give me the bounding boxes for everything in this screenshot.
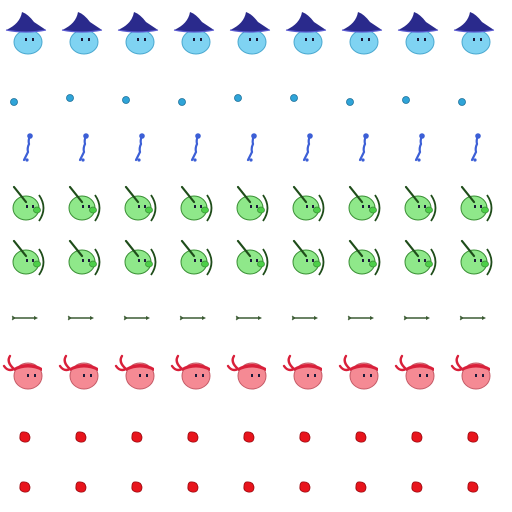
- blue-orb-projectile-icon: [234, 94, 242, 102]
- arrow-projectile-icon: [179, 315, 206, 321]
- wizard-slime-icon: [117, 12, 159, 55]
- wizard-slime-icon: [173, 12, 215, 55]
- wizard-slime-icon: [397, 12, 439, 55]
- red-fireball-icon: [467, 431, 479, 443]
- red-fireball-icon: [355, 431, 367, 443]
- red-fireball-icon: [355, 481, 367, 493]
- archer-slime-icon: [348, 185, 381, 222]
- archer-slime-icon: [292, 185, 325, 222]
- wizard-slime-icon: [5, 12, 47, 55]
- archer-slime-icon: [68, 239, 101, 276]
- arrow-projectile-icon: [67, 315, 94, 321]
- archer-slime-icon: [460, 239, 493, 276]
- bandana-slime-icon: [58, 354, 99, 390]
- red-fireball-icon: [187, 431, 199, 443]
- wizard-slime-icon: [285, 12, 327, 55]
- blue-orb-projectile-icon: [346, 98, 354, 106]
- archer-slime-icon: [236, 185, 269, 222]
- blue-orb-projectile-icon: [10, 98, 18, 106]
- blue-magic-bolt-icon: [190, 133, 201, 162]
- archer-slime-icon: [236, 239, 269, 276]
- blue-magic-bolt-icon: [134, 133, 145, 162]
- archer-slime-icon: [460, 185, 493, 222]
- arrow-projectile-icon: [347, 315, 374, 321]
- bandana-slime-icon: [226, 354, 267, 390]
- blue-magic-bolt-icon: [414, 133, 425, 162]
- bandana-slime-icon: [2, 354, 43, 390]
- blue-magic-bolt-icon: [358, 133, 369, 162]
- archer-slime-icon: [348, 239, 381, 276]
- red-fireball-icon: [187, 481, 199, 493]
- archer-slime-icon: [292, 239, 325, 276]
- archer-slime-icon: [124, 185, 157, 222]
- bandana-slime-icon: [114, 354, 155, 390]
- wizard-slime-icon: [229, 12, 271, 55]
- red-fireball-icon: [299, 481, 311, 493]
- archer-slime-icon: [12, 239, 45, 276]
- archer-slime-icon: [68, 185, 101, 222]
- arrow-projectile-icon: [235, 315, 262, 321]
- blue-magic-bolt-icon: [78, 133, 89, 162]
- bandana-slime-icon: [450, 354, 491, 390]
- bandana-slime-icon: [282, 354, 323, 390]
- red-fireball-icon: [411, 431, 423, 443]
- archer-slime-icon: [180, 239, 213, 276]
- red-fireball-icon: [299, 431, 311, 443]
- blue-orb-projectile-icon: [122, 96, 130, 104]
- bandana-slime-icon: [338, 354, 379, 390]
- red-fireball-icon: [243, 431, 255, 443]
- blue-magic-bolt-icon: [246, 133, 257, 162]
- archer-slime-icon: [404, 185, 437, 222]
- blue-magic-bolt-icon: [22, 133, 33, 162]
- archer-slime-icon: [180, 185, 213, 222]
- red-fireball-icon: [411, 481, 423, 493]
- blue-orb-projectile-icon: [290, 94, 298, 102]
- archer-slime-icon: [12, 185, 45, 222]
- red-fireball-icon: [467, 481, 479, 493]
- archer-slime-icon: [124, 239, 157, 276]
- red-fireball-icon: [131, 481, 143, 493]
- blue-orb-projectile-icon: [66, 94, 74, 102]
- blue-orb-projectile-icon: [458, 98, 466, 106]
- red-fireball-icon: [243, 481, 255, 493]
- arrow-projectile-icon: [459, 315, 486, 321]
- arrow-projectile-icon: [11, 315, 38, 321]
- bandana-slime-icon: [170, 354, 211, 390]
- arrow-projectile-icon: [123, 315, 150, 321]
- arrow-projectile-icon: [291, 315, 318, 321]
- bandana-slime-icon: [394, 354, 435, 390]
- blue-magic-bolt-icon: [470, 133, 481, 162]
- arrow-projectile-icon: [403, 315, 430, 321]
- wizard-slime-icon: [61, 12, 103, 55]
- wizard-slime-icon: [453, 12, 495, 55]
- red-fireball-icon: [131, 431, 143, 443]
- archer-slime-icon: [404, 239, 437, 276]
- red-fireball-icon: [75, 481, 87, 493]
- blue-orb-projectile-icon: [402, 96, 410, 104]
- wizard-slime-icon: [341, 12, 383, 55]
- red-fireball-icon: [19, 431, 31, 443]
- blue-magic-bolt-icon: [302, 133, 313, 162]
- red-fireball-icon: [75, 431, 87, 443]
- blue-orb-projectile-icon: [178, 98, 186, 106]
- red-fireball-icon: [19, 481, 31, 493]
